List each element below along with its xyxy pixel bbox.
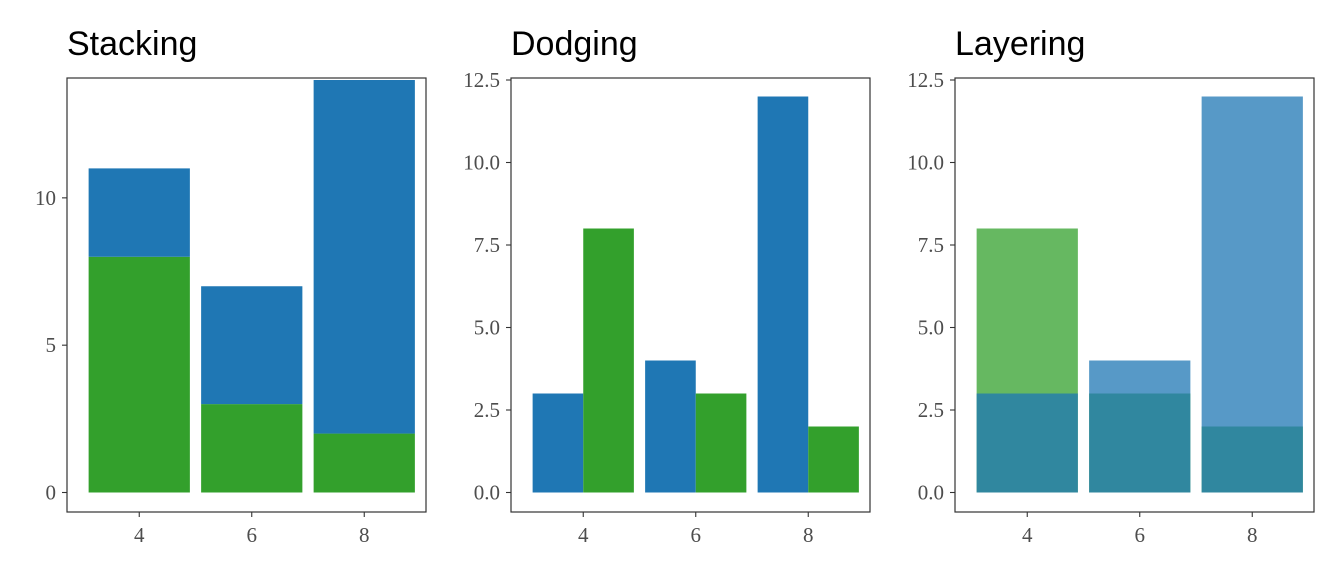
layering-bars bbox=[976, 96, 1303, 493]
panel-title: Layering bbox=[955, 25, 1085, 63]
y-tick-label: 0.0 bbox=[474, 481, 500, 505]
dodging-bars bbox=[532, 96, 859, 493]
y-tick-label: 5 bbox=[46, 333, 57, 357]
bar-6-series-0 bbox=[201, 404, 303, 493]
x-tick-label: 6 bbox=[247, 523, 258, 547]
bar-4-series-0 bbox=[88, 256, 190, 493]
bar-6-series-1 bbox=[201, 286, 303, 405]
dodging-plot-frame bbox=[510, 77, 871, 513]
y-tick-label: 5.0 bbox=[474, 316, 500, 340]
stacking-bars bbox=[88, 80, 415, 493]
y-tick-label: 7.5 bbox=[474, 233, 500, 257]
x-tick-label: 8 bbox=[359, 523, 370, 547]
bar-4-series-1 bbox=[976, 393, 1078, 493]
layering-ticks: 4 6 8 0.0 2.5 5.0 7.5 10.0 12.5 bbox=[907, 68, 1257, 547]
x-tick-label: 6 bbox=[691, 523, 702, 547]
dodging-ticks: 4 6 8 0.0 2.5 5.0 7.5 10.0 12.5 bbox=[463, 68, 813, 547]
stacking-panel: Stacking 4 6 8 0 5 10 bbox=[35, 25, 427, 547]
x-tick-label: 6 bbox=[1135, 523, 1146, 547]
layering-panel: Layering 4 6 8 0.0 2.5 5.0 7.5 10.0 12.5 bbox=[907, 25, 1315, 547]
stacking-plot-frame bbox=[66, 77, 427, 513]
y-tick-label: 2.5 bbox=[918, 398, 944, 422]
bar-6-series-1 bbox=[695, 393, 747, 493]
bar-8-series-1 bbox=[1201, 96, 1303, 493]
bar-8-series-1 bbox=[313, 80, 415, 434]
y-tick-label: 5.0 bbox=[918, 316, 944, 340]
x-tick-label: 4 bbox=[134, 523, 145, 547]
bar-8-series-1 bbox=[808, 426, 859, 493]
y-tick-label: 12.5 bbox=[907, 68, 944, 92]
y-tick-label: 10 bbox=[35, 186, 56, 210]
bar-8-series-0 bbox=[313, 433, 415, 493]
dodging-panel: Dodging 4 6 8 0.0 2.5 5.0 7.5 10.0 12.5 bbox=[463, 25, 871, 547]
x-tick-label: 4 bbox=[578, 523, 589, 547]
y-tick-label: 0.0 bbox=[918, 481, 944, 505]
x-tick-label: 8 bbox=[803, 523, 814, 547]
y-tick-label: 10.0 bbox=[907, 151, 944, 175]
bar-4-series-1 bbox=[583, 228, 634, 493]
y-tick-label: 12.5 bbox=[463, 68, 500, 92]
panel-title: Dodging bbox=[511, 25, 638, 63]
x-tick-label: 8 bbox=[1247, 523, 1258, 547]
bar-6-series-1 bbox=[1089, 360, 1191, 493]
bar-4-series-1 bbox=[88, 168, 190, 257]
bar-6-series-0 bbox=[645, 360, 696, 493]
y-tick-label: 0 bbox=[46, 481, 57, 505]
layering-plot-frame bbox=[954, 77, 1315, 513]
panel-title: Stacking bbox=[67, 25, 197, 63]
y-tick-label: 7.5 bbox=[918, 233, 944, 257]
stacking-ticks: 4 6 8 0 5 10 bbox=[35, 186, 370, 547]
y-tick-label: 10.0 bbox=[463, 151, 500, 175]
y-tick-label: 2.5 bbox=[474, 398, 500, 422]
bar-4-series-0 bbox=[532, 393, 584, 493]
bar-8-series-0 bbox=[757, 96, 809, 493]
x-tick-label: 4 bbox=[1022, 523, 1033, 547]
